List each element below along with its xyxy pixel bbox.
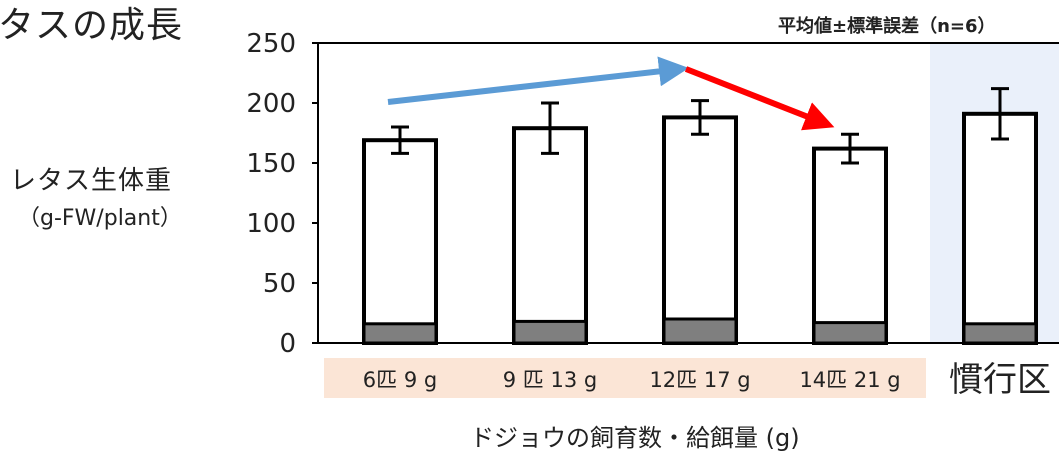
bar: [812, 146, 888, 345]
category-label: 12匹 17 g: [649, 368, 750, 392]
trend-arrow-down: [684, 66, 835, 131]
y-tick-label: 100: [246, 209, 296, 239]
y-axis-unit-label: （g-FW/plant）: [18, 206, 182, 231]
bar-base-segment: [362, 322, 438, 345]
category-label-bg: [324, 358, 476, 398]
category-label-bg: [474, 358, 626, 398]
bar: [662, 115, 738, 346]
trend-arrow-up: [387, 56, 689, 105]
bar: [512, 126, 588, 345]
bar-base-segment: [662, 317, 738, 345]
error-note: 平均値±標準誤差（n=6）: [778, 16, 996, 37]
bar-base-segment: [512, 319, 588, 345]
y-tick-label: 150: [246, 149, 296, 179]
category-label-bg: [624, 358, 776, 398]
bar-base-segment: [962, 322, 1038, 345]
chart-title: タスの成長: [0, 5, 184, 46]
x-axis-label: ドジョウの飼育数・給餌量 (g): [470, 424, 800, 452]
category-label: 14匹 21 g: [799, 368, 900, 392]
y-axis-label: レタス生体重: [10, 166, 173, 196]
y-tick-label: 200: [246, 89, 296, 119]
category-label: 6匹 9 g: [363, 368, 437, 392]
y-tick-label: 0: [279, 329, 296, 359]
category-label: 9 匹 13 g: [503, 368, 597, 392]
category-label-bg: [774, 358, 926, 398]
y-tick-label: 250: [246, 29, 296, 59]
category-label: 慣行区: [949, 360, 1051, 400]
y-tick-label: 50: [263, 269, 296, 299]
bar: [962, 111, 1038, 345]
bar: [362, 138, 438, 345]
bar-base-segment: [812, 321, 888, 345]
